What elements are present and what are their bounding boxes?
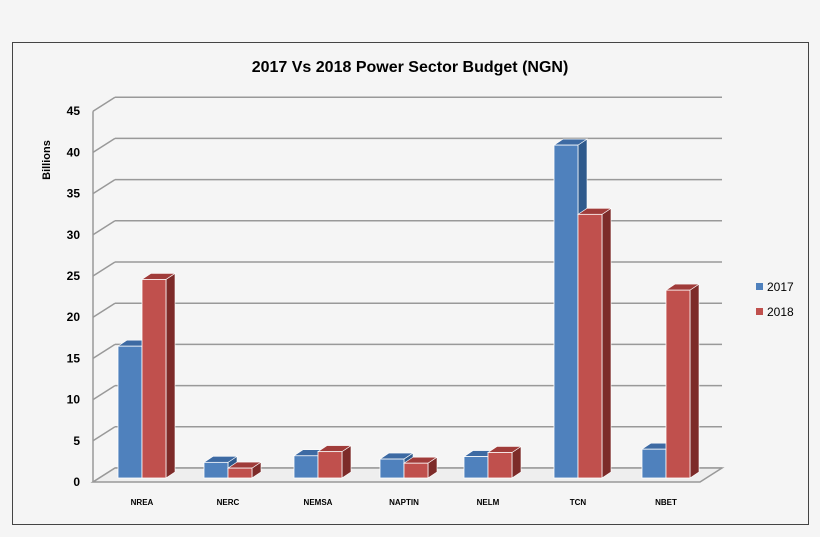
gridline-side xyxy=(92,261,116,277)
bar-side xyxy=(601,207,612,479)
bar-2018-NREA xyxy=(141,272,176,479)
gridline-side xyxy=(92,96,116,112)
bar-front xyxy=(665,289,691,479)
bar-2018-NBET xyxy=(665,283,700,479)
y-tick-label: 40 xyxy=(67,145,81,159)
bar-front xyxy=(293,455,319,479)
bar-front xyxy=(379,458,405,479)
gridline-side xyxy=(92,343,116,360)
bar-2018-TCN xyxy=(577,207,612,479)
y-tick-label: 5 xyxy=(73,434,80,448)
y-tick-label: 25 xyxy=(67,269,81,283)
x-tick-label: NEMSA xyxy=(304,498,333,507)
gridline-side xyxy=(92,426,116,442)
bar-front xyxy=(317,451,343,479)
bar-front xyxy=(487,452,513,479)
x-tick-label: NERC xyxy=(217,498,240,507)
bar-front xyxy=(203,461,229,479)
y-axis-label: Billions xyxy=(41,140,53,180)
gridline-side xyxy=(92,178,116,195)
bar-2018-NEMSA xyxy=(317,445,352,479)
legend-label: 2018 xyxy=(767,305,794,319)
legend-swatch xyxy=(756,308,763,315)
bar-2018-NAPTIN xyxy=(403,456,438,479)
gridline-side xyxy=(92,302,116,318)
bar-2018-NERC xyxy=(227,461,262,479)
y-tick-label: 10 xyxy=(67,393,81,407)
gridline-side xyxy=(92,137,116,154)
y-tick-label: 0 xyxy=(73,475,80,489)
chart-title: 2017 Vs 2018 Power Sector Budget (NGN) xyxy=(252,59,569,76)
bar-2018-NELM xyxy=(487,445,522,479)
bar-front xyxy=(227,467,253,479)
x-tick-label: NBET xyxy=(655,498,677,507)
y-tick-label: 20 xyxy=(67,310,81,324)
bar-side xyxy=(165,272,176,479)
x-tick-label: TCN xyxy=(570,498,587,507)
gridline-side xyxy=(92,220,116,236)
bar-front xyxy=(577,213,603,479)
bar-side xyxy=(689,283,700,479)
x-tick-label: NREA xyxy=(131,498,154,507)
bar-front xyxy=(403,462,429,479)
legend-label: 2017 xyxy=(767,280,794,294)
legend-swatch xyxy=(756,283,763,290)
bar-front xyxy=(463,456,489,479)
y-tick-label: 45 xyxy=(67,104,81,118)
x-tick-label: NELM xyxy=(477,498,500,507)
bar-front xyxy=(641,448,667,479)
bar-front xyxy=(553,144,579,479)
y-tick-label: 30 xyxy=(67,228,81,242)
x-tick-label: NAPTIN xyxy=(389,498,419,507)
y-tick-label: 35 xyxy=(67,187,81,201)
gridline-side xyxy=(92,384,116,401)
bar-front xyxy=(117,345,143,479)
y-tick-label: 15 xyxy=(67,351,81,365)
bar-front xyxy=(141,279,167,479)
